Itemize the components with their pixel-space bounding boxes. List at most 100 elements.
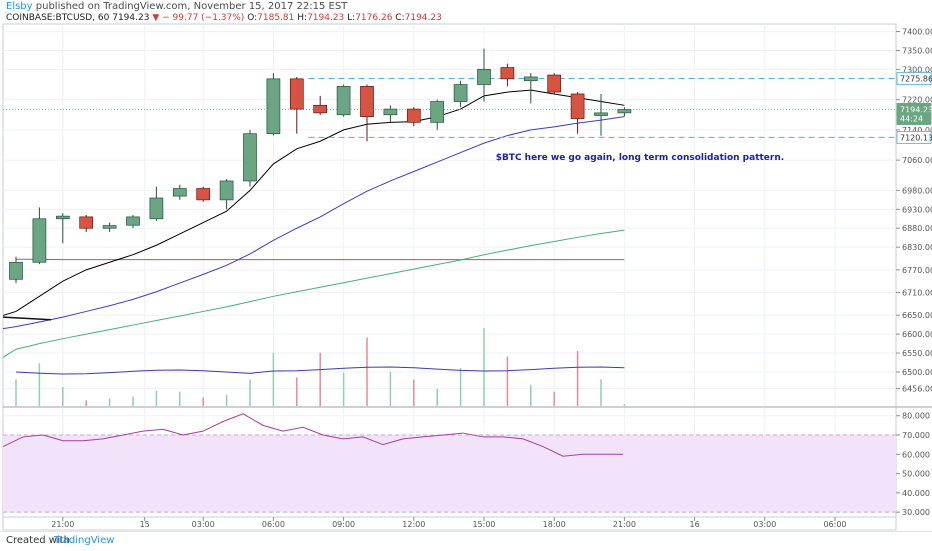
tradingview-brand[interactable]: TradingView	[54, 535, 114, 546]
price-tick-label: 6710.00	[902, 289, 932, 298]
candle-body	[56, 216, 69, 219]
volume-bar	[390, 372, 392, 406]
price-tick-label: 6550.00	[902, 349, 932, 358]
volume-bar	[202, 397, 204, 406]
time-tick-label: 09:00	[332, 520, 355, 529]
rsi-tick-label: 40.000	[902, 489, 930, 498]
volume-bar	[413, 379, 415, 406]
volume-bar	[343, 373, 345, 406]
rsi-tick-label: 60.000	[902, 450, 930, 459]
candle-body	[10, 262, 23, 279]
time-tick-label: 18:00	[543, 520, 566, 529]
rsi-tick-label: 50.000	[902, 470, 930, 479]
candles	[10, 49, 631, 283]
candle-body	[103, 226, 116, 229]
price-tick-label: 7400.00	[902, 28, 932, 37]
volume-bar	[507, 357, 509, 406]
price-badge-label: 44:24	[900, 115, 923, 124]
rsi-tick-label: 80.000	[902, 412, 930, 421]
candle-body	[197, 189, 210, 200]
volume-bar	[577, 351, 579, 406]
sma-short-line	[16, 90, 624, 311]
volume-bar	[600, 379, 602, 406]
rsi-tick-label: 30.000	[902, 508, 930, 517]
rsi-band	[3, 435, 896, 512]
rsi-tick-label: 70.000	[902, 431, 930, 440]
volume-bar	[85, 400, 87, 406]
candle-body	[361, 86, 374, 116]
time-tick-label: 03:00	[753, 520, 776, 529]
candle-body	[454, 85, 467, 102]
volume-bar	[319, 353, 321, 406]
time-tick-label: 12:00	[402, 520, 425, 529]
volume-bar	[39, 363, 41, 406]
volume-bar	[366, 338, 368, 406]
volume-bar	[530, 385, 532, 406]
price-tick-label: 6650.00	[902, 311, 932, 320]
price-tick-label: 6930.00	[902, 205, 932, 214]
price-tick-label: 6980.00	[902, 186, 932, 195]
price-tick-label: 7350.00	[902, 46, 932, 55]
volume-bar	[249, 379, 251, 406]
volume-bar	[226, 395, 228, 406]
time-axis[interactable]: 21:00 15 03:00 06:00 09:00 12:00 15:00 18:00 21:…	[51, 517, 846, 529]
candle-body	[80, 217, 93, 228]
volume-bars	[15, 328, 625, 406]
candle-body	[173, 189, 186, 197]
candle-body	[524, 77, 537, 81]
candle-body	[290, 79, 303, 109]
price-tick-label: 7060.00	[902, 156, 932, 165]
candle-body	[220, 181, 233, 200]
time-tick-label: 21:00	[51, 520, 74, 529]
volume-bar	[132, 397, 134, 407]
annotation-text: $BTC here we go again, long term consoli…	[496, 153, 785, 163]
candle-body	[618, 109, 631, 112]
price-tick-label: 6600.00	[902, 330, 932, 339]
volume-bar	[62, 387, 64, 406]
annotation: $BTC here we go again, long term consoli…	[496, 153, 785, 163]
price-tick-label: 6830.00	[902, 243, 932, 252]
candle-body	[407, 109, 420, 122]
price-badge-label: 7275.86	[900, 75, 932, 84]
footer: Created with TradingView	[0, 531, 932, 551]
volume-bar	[156, 391, 158, 406]
time-tick-label: 15	[140, 520, 150, 529]
candle-body	[478, 69, 491, 84]
time-tick-label: 21:00	[613, 520, 636, 529]
time-tick-label: 03:00	[192, 520, 215, 529]
price-axis[interactable]: 7400.007350.007300.007220.007140.007060.…	[896, 28, 932, 518]
candle-body	[384, 109, 397, 115]
volume-bar	[15, 379, 17, 406]
time-tick-label: 06:00	[823, 520, 846, 529]
price-tick-label: 6770.00	[902, 266, 932, 275]
candle-body	[595, 113, 608, 116]
candle-body	[244, 134, 257, 181]
volume-bar	[296, 378, 298, 407]
price-tick-label: 6500.00	[902, 368, 932, 377]
volume-bar	[273, 353, 275, 406]
candle-body	[548, 75, 561, 92]
time-tick-label: 15:00	[472, 520, 495, 529]
candle-body	[127, 217, 140, 225]
candle-body	[314, 105, 327, 113]
volume-bar	[179, 392, 181, 406]
sma-long-line	[16, 230, 624, 349]
volume-bar	[436, 389, 438, 406]
price-tick-label: 6456.00	[902, 385, 932, 394]
volume-bar	[109, 398, 111, 406]
candle-body	[431, 102, 444, 123]
volume-bar	[460, 368, 462, 406]
time-tick-label: 16	[690, 520, 700, 529]
candle-body	[150, 198, 163, 219]
sma-mid-line-edge	[3, 327, 16, 329]
candle-body	[571, 94, 584, 119]
volume-bar	[553, 392, 555, 406]
rsi-band-fill	[3, 435, 896, 512]
volume-bar	[624, 404, 626, 406]
price-tick-label: 6880.00	[902, 224, 932, 233]
candle-body	[267, 79, 280, 134]
candle-body	[33, 219, 46, 262]
price-badge-label: 7120.13	[900, 133, 932, 142]
sma-mid-line	[16, 117, 624, 327]
